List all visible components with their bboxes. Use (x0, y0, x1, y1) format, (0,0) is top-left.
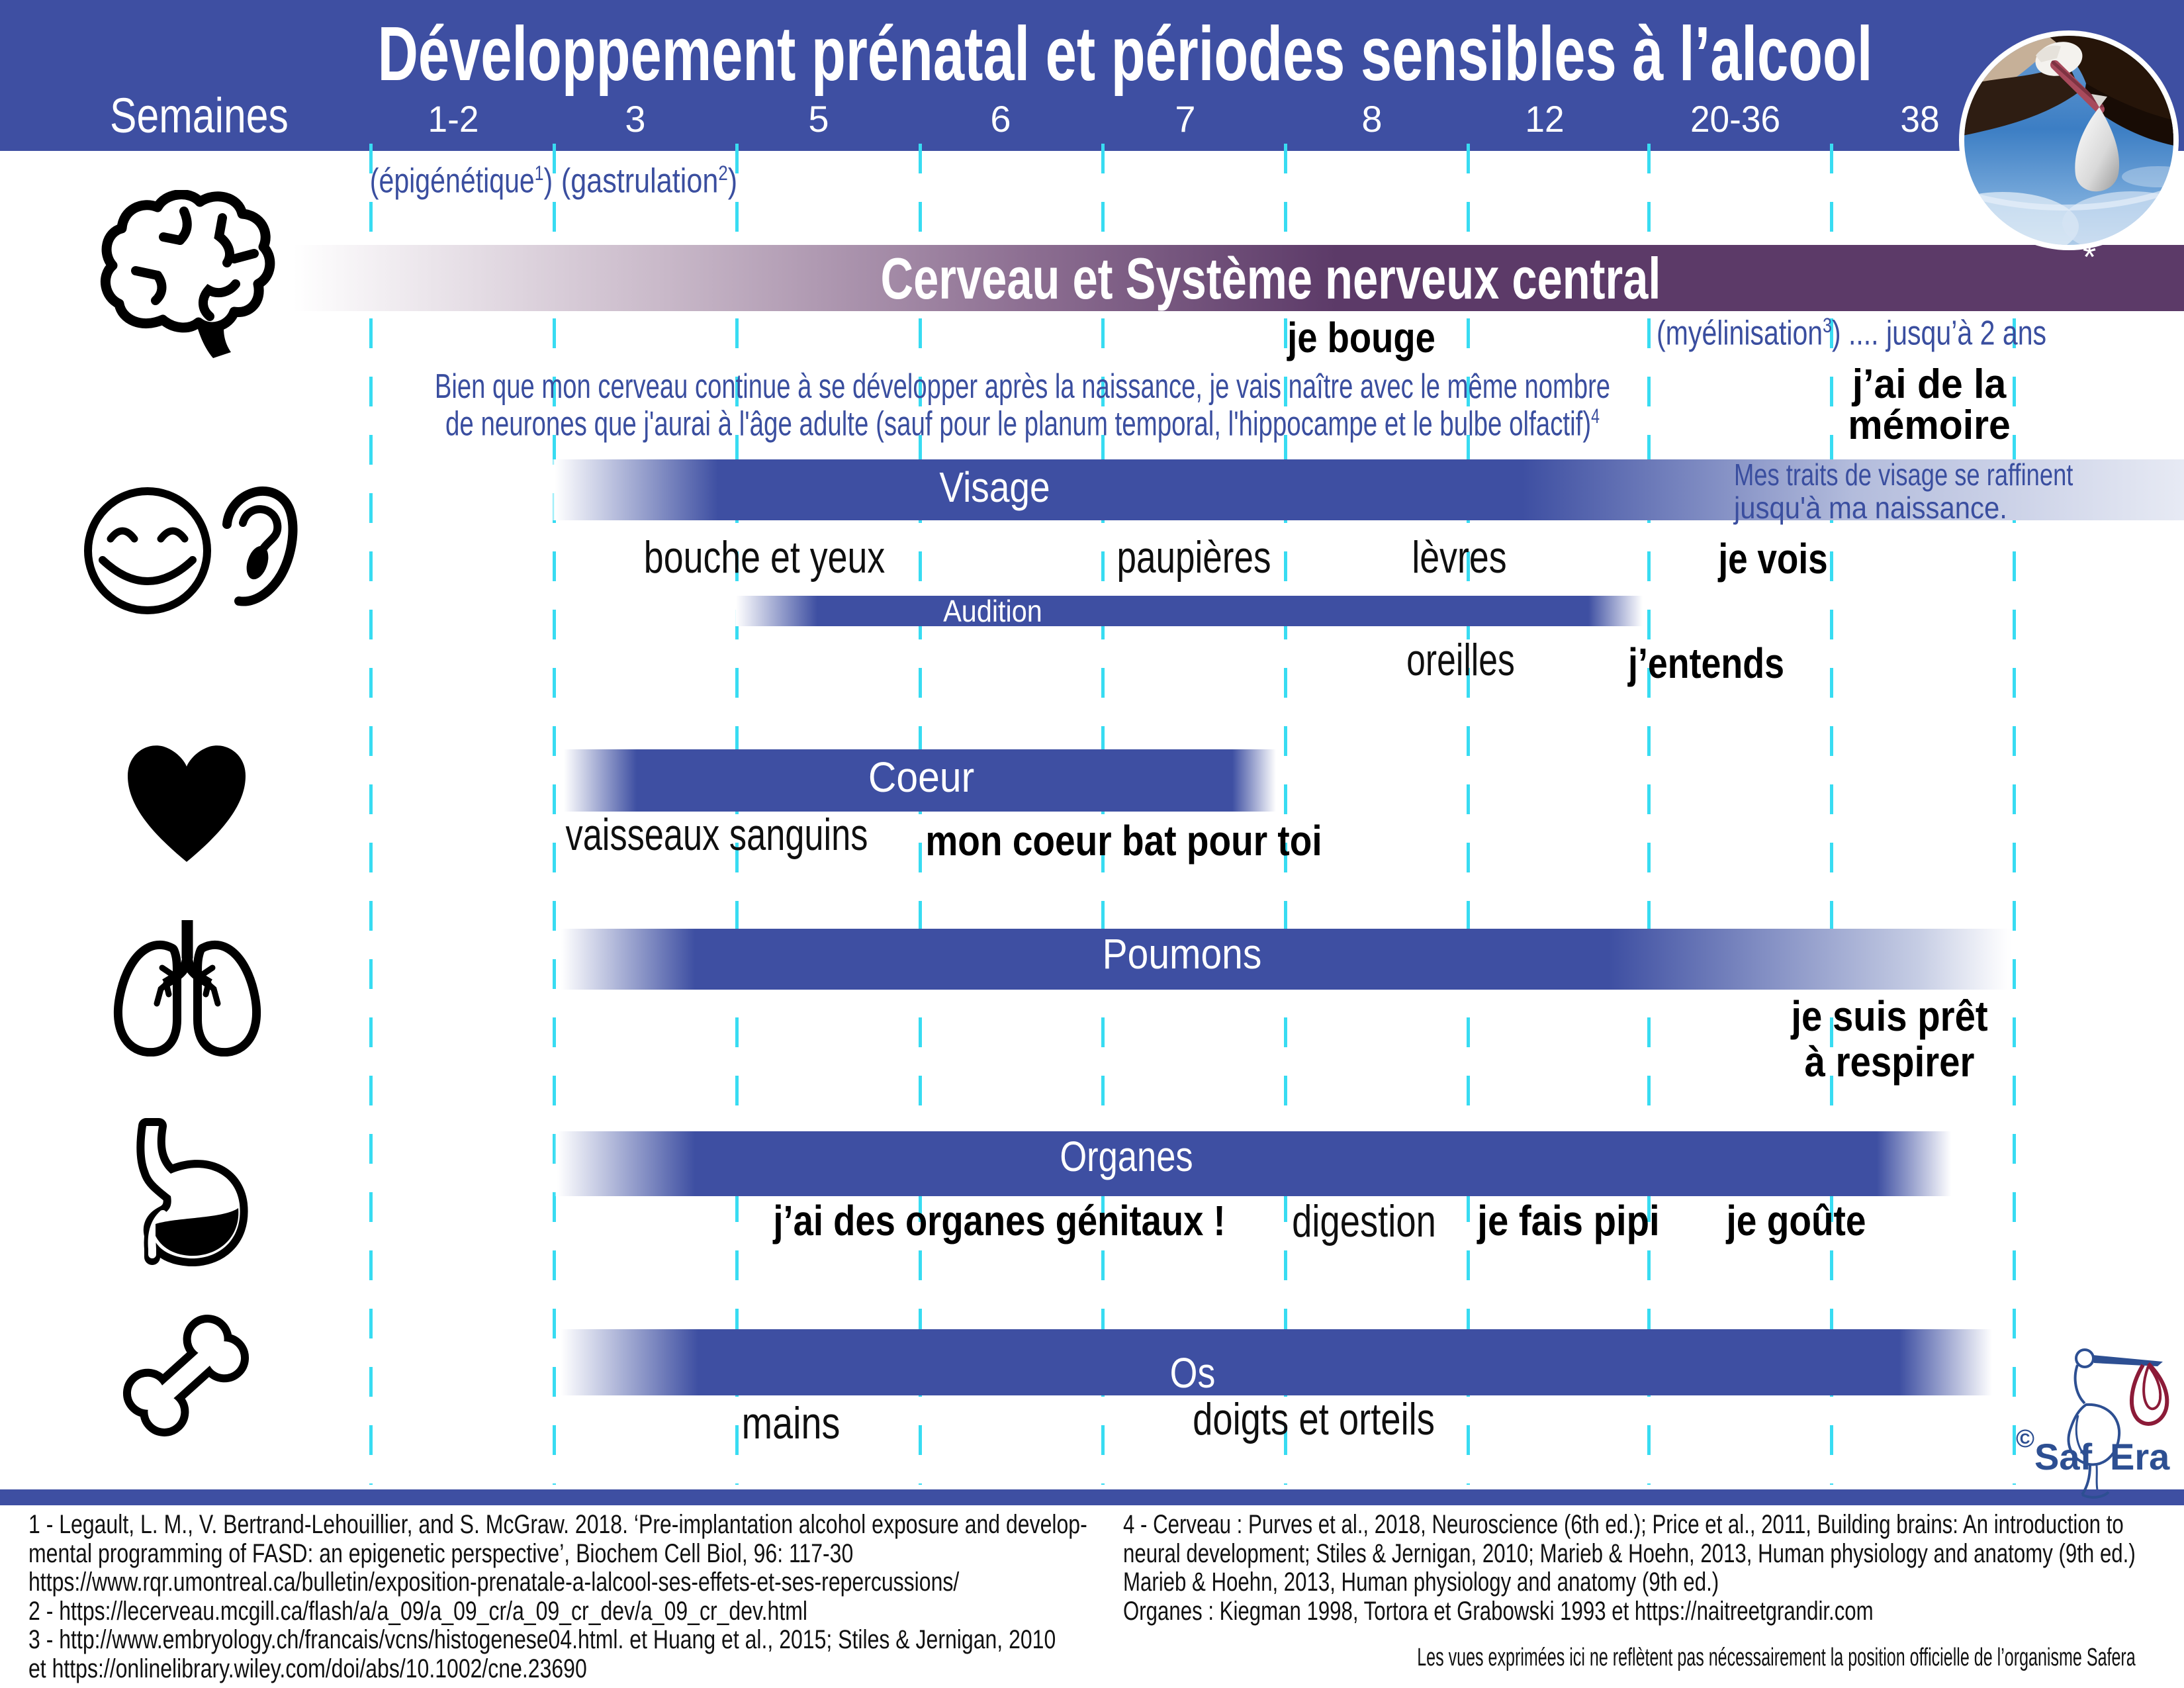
svg-text:Saf: Saf (2034, 1436, 2092, 1477)
svg-text:Era: Era (2110, 1436, 2170, 1477)
svg-text:©: © (2016, 1425, 2034, 1453)
